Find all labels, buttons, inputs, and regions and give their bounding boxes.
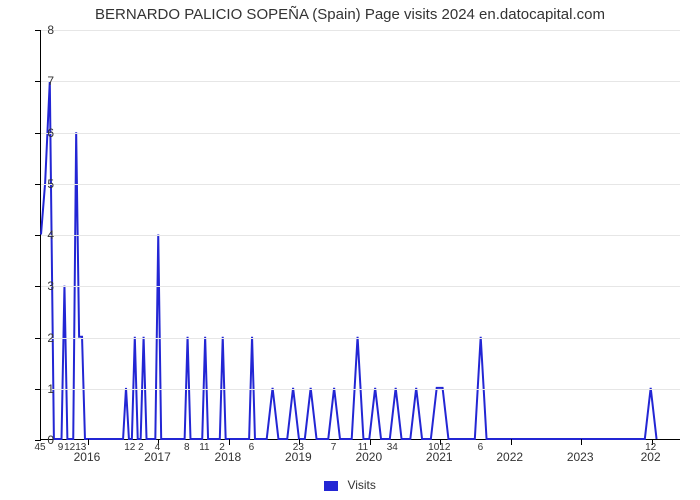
x-year-label: 2022 [496,450,523,464]
chart-title: BERNARDO PALICIO SOPEÑA (Spain) Page vis… [0,6,700,23]
x-tick [581,439,582,445]
x-value-label: 7 [331,442,337,453]
x-tick [370,439,371,445]
x-value-label: 45 [34,442,45,453]
y-gridline [41,184,680,185]
y-tick-label: 2 [24,331,54,345]
y-tick-label: 5 [24,177,54,191]
y-tick-label: 4 [24,228,54,242]
y-tick-label: 6 [24,126,54,140]
y-gridline [41,235,680,236]
legend-label: Visits [347,478,375,492]
legend: Visits [0,478,700,492]
x-value-label: 2 [219,442,225,453]
x-tick [511,439,512,445]
visits-chart: BERNARDO PALICIO SOPEÑA (Spain) Page vis… [0,0,700,500]
x-value-label: 1012 [428,442,450,453]
plot-area [40,30,680,440]
x-value-label: 23 [293,442,304,453]
y-tick-label: 8 [24,23,54,37]
y-gridline [41,338,680,339]
y-tick-label: 7 [24,74,54,88]
x-value-label: 6 [478,442,484,453]
x-tick [229,439,230,445]
y-gridline [41,81,680,82]
x-value-label: 8 [184,442,190,453]
x-value-label: 9 [58,442,64,453]
x-value-label: 6 [249,442,255,453]
x-value-label: 34 [387,442,398,453]
x-value-label: 1213 [64,442,86,453]
x-value-label: 12 2 [124,442,143,453]
x-value-label: 12 [645,442,656,453]
x-value-label: 4 [155,442,161,453]
y-gridline [41,133,680,134]
y-gridline [41,286,680,287]
y-gridline [41,30,680,31]
y-tick-label: 1 [24,382,54,396]
x-tick [88,439,89,445]
x-value-label: 11 [199,442,209,453]
x-value-label: 11 [358,442,368,453]
legend-swatch [324,481,338,491]
visits-line [41,81,657,439]
y-gridline [41,389,680,390]
x-year-label: 2023 [567,450,594,464]
y-tick-label: 3 [24,279,54,293]
